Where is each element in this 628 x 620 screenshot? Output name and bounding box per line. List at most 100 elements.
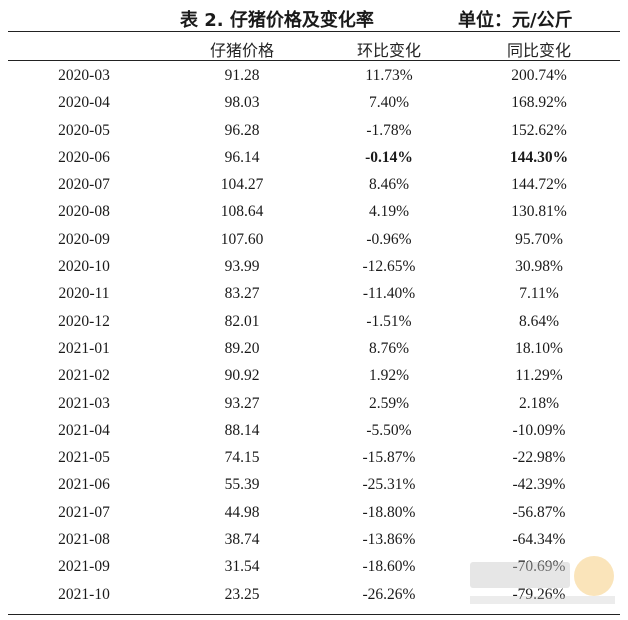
price-cell: 98.03	[224, 94, 260, 112]
date-cell: 2020-07	[58, 176, 110, 194]
yoy-change-cell: 168.92%	[511, 94, 567, 112]
mom-change-cell: -26.26%	[362, 585, 416, 603]
yoy-change-cell: 7.11%	[519, 285, 559, 303]
mom-change-cell: 2.59%	[368, 394, 410, 412]
table-row: 2021-09 31.54 -18.60% -70.69%	[0, 555, 628, 582]
mom-change-cell: -18.80%	[362, 503, 416, 521]
yoy-change-cell: 18.10%	[515, 339, 563, 357]
price-cell: 93.27	[224, 394, 260, 412]
date-cell: 2021-08	[58, 531, 110, 549]
price-cell: 31.54	[224, 558, 260, 576]
table-row: 2020-03 91.28 11.73% 200.74%	[0, 64, 628, 91]
date-cell: 2020-12	[58, 312, 110, 330]
mom-change-cell: -13.86%	[362, 531, 416, 549]
table-row: 2020-08 108.64 4.19% 130.81%	[0, 200, 628, 227]
mom-change-cell: -1.51%	[366, 312, 412, 330]
mom-change-cell: -18.60%	[362, 558, 416, 576]
price-cell: 90.92	[224, 367, 260, 385]
price-cell: 108.64	[220, 203, 264, 221]
table-row: 2020-09 107.60 -0.96% 95.70%	[0, 228, 628, 255]
mom-change-cell: -15.87%	[362, 449, 416, 467]
yoy-change-cell: 152.62%	[511, 121, 567, 139]
yoy-change-cell: 95.70%	[515, 230, 563, 248]
price-cell: 91.28	[224, 67, 260, 84]
date-cell: 2020-05	[58, 121, 110, 139]
date-cell: 2021-06	[58, 476, 110, 494]
yoy-change-cell: -42.39%	[512, 476, 566, 494]
price-cell: 23.25	[224, 585, 260, 603]
price-cell: 93.99	[224, 258, 260, 276]
price-cell: 107.60	[220, 230, 264, 248]
yoy-change-cell: 130.81%	[511, 203, 567, 221]
header-cell-price: 仔猪价格	[209, 41, 275, 60]
table-row: 2021-10 23.25 -26.26% -79.26%	[0, 583, 628, 610]
date-cell: 2020-08	[58, 203, 110, 221]
header-rule	[8, 60, 620, 61]
price-cell: 104.27	[220, 176, 264, 194]
date-cell: 2021-07	[58, 503, 110, 521]
date-cell: 2021-03	[58, 394, 110, 412]
mom-change-cell: -12.65%	[362, 258, 416, 276]
mom-change-cell: 4.19%	[368, 203, 410, 221]
bottom-rule	[8, 614, 620, 615]
yoy-change-cell: 8.64%	[518, 312, 560, 330]
date-cell: 2021-09	[58, 558, 110, 576]
table-row: 2021-05 74.15 -15.87% -22.98%	[0, 446, 628, 473]
table-row: 2020-10 93.99 -12.65% 30.98%	[0, 255, 628, 282]
date-cell: 2021-10	[58, 585, 110, 603]
price-cell: 83.27	[224, 285, 260, 303]
yoy-change-cell: -56.87%	[512, 503, 566, 521]
mom-change-cell: 8.76%	[368, 339, 410, 357]
date-cell: 2021-04	[58, 421, 110, 439]
date-cell: 2020-11	[58, 285, 110, 303]
mom-change-cell: -5.50%	[366, 421, 412, 439]
table-row: 2020-04 98.03 7.40% 168.92%	[0, 91, 628, 118]
top-rule	[8, 31, 620, 32]
yoy-change-cell: -70.69%	[512, 558, 566, 576]
price-cell: 96.14	[224, 148, 260, 166]
table-row: 2020-11 83.27 -11.40% 7.11%	[0, 282, 628, 309]
table-body: 2020-03 91.28 11.73% 200.74% 2020-04 98.03 7.4…	[0, 64, 628, 610]
table-title-bar: 表 2. 仔猪价格及变化率 单位：元/公斤	[0, 4, 628, 31]
table-row: 2020-07 104.27 8.46% 144.72%	[0, 173, 628, 200]
mom-change-cell: -0.14%	[365, 148, 413, 166]
table-row: 2021-08 38.74 -13.86% -64.34%	[0, 528, 628, 555]
yoy-change-cell: 2.18%	[518, 394, 560, 412]
mom-change-cell: -0.96%	[366, 230, 412, 248]
table-row: 2021-06 55.39 -25.31% -42.39%	[0, 473, 628, 500]
price-cell: 89.20	[224, 339, 260, 357]
table-title: 表 2. 仔猪价格及变化率	[180, 10, 374, 31]
table-row: 2020-06 96.14 -0.14% 144.30%	[0, 146, 628, 173]
table-row: 2021-01 89.20 8.76% 18.10%	[0, 337, 628, 364]
mom-change-cell: 7.40%	[368, 94, 410, 112]
yoy-change-cell: 200.74%	[511, 67, 567, 84]
table-row: 2021-03 93.27 2.59% 2.18%	[0, 392, 628, 419]
date-cell: 2021-02	[58, 367, 110, 385]
mom-change-cell: 11.73%	[365, 67, 413, 84]
date-cell: 2020-10	[58, 258, 110, 276]
unit-label: 单位：元/公斤	[458, 10, 573, 31]
price-cell: 82.01	[224, 312, 260, 330]
price-cell: 55.39	[224, 476, 260, 494]
price-cell: 96.28	[224, 121, 260, 139]
table-row: 2020-12 82.01 -1.51% 8.64%	[0, 310, 628, 337]
date-cell: 2020-09	[58, 230, 110, 248]
yoy-change-cell: 144.30%	[509, 148, 569, 166]
yoy-change-cell: 11.29%	[515, 367, 563, 385]
mom-change-cell: 1.92%	[368, 367, 410, 385]
yoy-change-cell: -22.98%	[512, 449, 566, 467]
header-cell-yoy: 同比变化	[506, 41, 572, 60]
price-cell: 38.74	[224, 531, 260, 549]
mom-change-cell: -1.78%	[366, 121, 412, 139]
table-row: 2021-07 44.98 -18.80% -56.87%	[0, 501, 628, 528]
yoy-change-cell: -79.26%	[512, 585, 566, 603]
date-cell: 2021-05	[58, 449, 110, 467]
yoy-change-cell: 144.72%	[511, 176, 567, 194]
mom-change-cell: -25.31%	[362, 476, 416, 494]
date-cell: 2020-03	[58, 67, 110, 84]
table-row: 2020-05 96.28 -1.78% 152.62%	[0, 119, 628, 146]
yoy-change-cell: -10.09%	[512, 421, 566, 439]
mom-change-cell: -11.40%	[362, 285, 416, 303]
table-header: 仔猪价格 环比变化 同比变化	[0, 34, 628, 60]
date-cell: 2020-06	[58, 148, 110, 166]
